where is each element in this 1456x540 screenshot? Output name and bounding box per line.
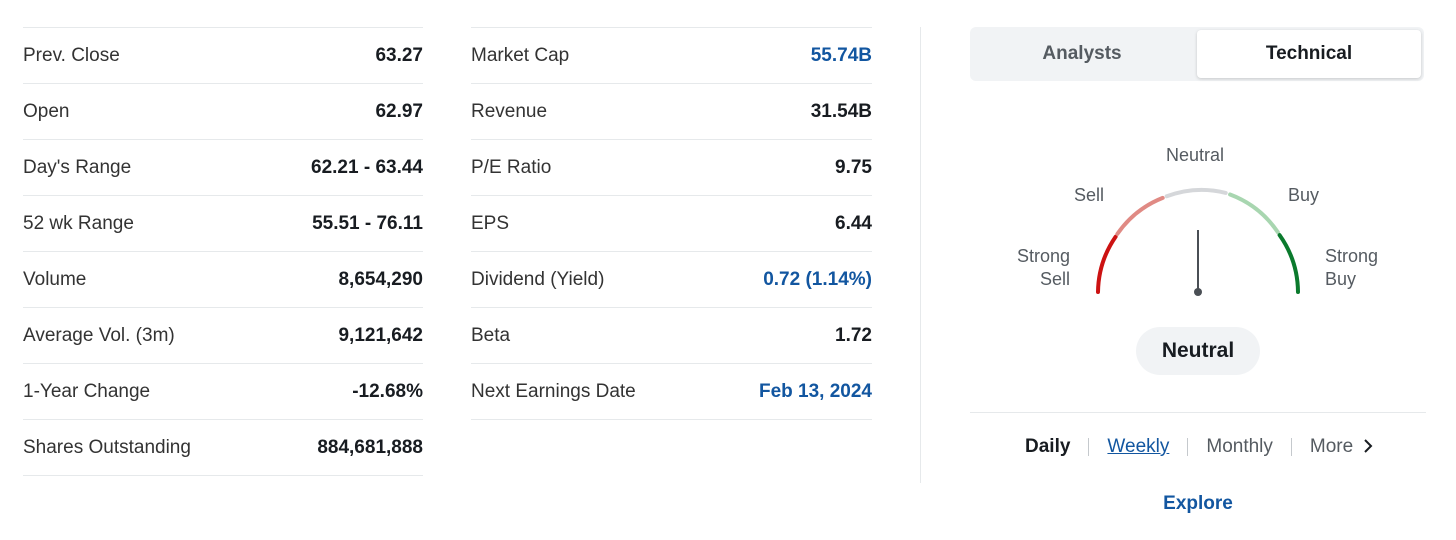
stat-value: 62.97	[375, 100, 423, 122]
period-weekly[interactable]: Weekly	[1107, 436, 1170, 457]
stat-value-link[interactable]: 0.72 (1.14%)	[763, 268, 872, 290]
gauge-arc-buy	[1228, 192, 1280, 235]
gauge-needle-pivot	[1194, 288, 1202, 296]
panel-tabs: Analysts Technical	[970, 27, 1424, 81]
gauge-label-buy: Buy	[1288, 185, 1320, 205]
stat-value: 63.27	[375, 44, 423, 66]
stat-value: 31.54B	[810, 100, 872, 122]
stat-value: 8,654,290	[338, 268, 423, 290]
stat-row: Prev. Close 63.27	[23, 27, 423, 83]
stat-row: 52 wk Range 55.51 - 76.11	[23, 195, 423, 251]
panel-divider	[970, 412, 1426, 413]
gauge-label-sell: Sell	[1074, 185, 1105, 205]
stat-label: Open	[23, 100, 70, 122]
stat-label: Market Cap	[471, 44, 570, 66]
stat-value: 1.72	[835, 324, 872, 346]
stat-row: Revenue 31.54B	[471, 83, 872, 139]
column-divider	[920, 27, 921, 483]
stat-row: Beta 1.72	[471, 307, 872, 363]
stat-label: Next Earnings Date	[471, 380, 636, 402]
key-stats-right: Market Cap 55.74B Revenue 31.54B P/E Ratio 9.…	[471, 27, 872, 420]
stat-label: Volume	[23, 268, 87, 290]
stat-value: 9,121,642	[338, 324, 423, 346]
chevron-right-icon[interactable]	[1363, 437, 1373, 458]
stat-label: Prev. Close	[23, 44, 120, 66]
stat-label: 1-Year Change	[23, 380, 151, 402]
stat-label: Day's Range	[23, 156, 132, 178]
key-stats-left: Prev. Close 63.27 Open 62.97 Day's Range 62.2…	[23, 27, 423, 476]
explore-link[interactable]: Explore	[1163, 493, 1233, 514]
stat-label: 52 wk Range	[23, 212, 134, 234]
stat-label: P/E Ratio	[471, 156, 552, 178]
stat-label: Revenue	[471, 100, 548, 122]
stat-value: 884,681,888	[317, 436, 423, 458]
stat-row: Shares Outstanding 884,681,888	[23, 419, 423, 476]
stat-value-link[interactable]: Feb 13, 2024	[758, 380, 872, 402]
gauge-label-strong-buy: Strong Buy	[1325, 246, 1379, 289]
timeframe-selector: Daily Weekly Monthly More	[1025, 436, 1373, 458]
gauge-arc-neutral	[1164, 187, 1228, 199]
technical-verdict-badge: Neutral	[1136, 327, 1260, 375]
stat-row: Open 62.97	[23, 83, 423, 139]
stat-row: EPS 6.44	[471, 195, 872, 251]
tab-technical[interactable]: Technical	[1197, 30, 1421, 78]
stat-row: Volume 8,654,290	[23, 251, 423, 307]
stat-row: Day's Range 62.21 - 63.44	[23, 139, 423, 195]
technical-summary-panel: Analysts Technical Neutral Sell Buy Stro…	[970, 0, 1426, 540]
stat-value: 62.21 - 63.44	[311, 156, 423, 178]
period-monthly[interactable]: Monthly	[1206, 436, 1273, 457]
tab-analysts[interactable]: Analysts	[1042, 43, 1122, 64]
stat-value: 55.51 - 76.11	[312, 212, 423, 234]
gauge-arc-strong-buy	[1277, 233, 1300, 294]
technical-gauge	[1096, 187, 1300, 296]
stat-label: Shares Outstanding	[23, 436, 191, 458]
stat-value: 9.75	[835, 156, 872, 178]
stat-row: Average Vol. (3m) 9,121,642	[23, 307, 423, 363]
period-separator	[1088, 438, 1090, 456]
stat-label: EPS	[471, 212, 510, 234]
stat-value: -12.68%	[352, 380, 423, 402]
stat-value: 6.44	[835, 212, 872, 234]
stat-row: Dividend (Yield) 0.72 (1.14%)	[471, 251, 872, 307]
stat-label: Dividend (Yield)	[471, 268, 605, 290]
stat-row: Next Earnings Date Feb 13, 2024	[471, 363, 872, 420]
stat-label: Average Vol. (3m)	[23, 324, 175, 346]
stat-label: Beta	[471, 324, 511, 346]
period-separator	[1290, 438, 1292, 456]
stat-row: Market Cap 55.74B	[471, 27, 872, 83]
period-separator	[1187, 438, 1189, 456]
period-more[interactable]: More	[1309, 436, 1354, 457]
gauge-arc-strong-sell	[1096, 234, 1118, 294]
stat-row: P/E Ratio 9.75	[471, 139, 872, 195]
gauge-label-strong-sell: Strong Sell	[1016, 246, 1070, 289]
stat-row: 1-Year Change -12.68%	[23, 363, 423, 419]
period-daily[interactable]: Daily	[1025, 436, 1071, 457]
gauge-arc-sell	[1115, 195, 1165, 236]
gauge-label-neutral: Neutral	[1166, 145, 1225, 165]
stat-value-link[interactable]: 55.74B	[810, 44, 872, 66]
